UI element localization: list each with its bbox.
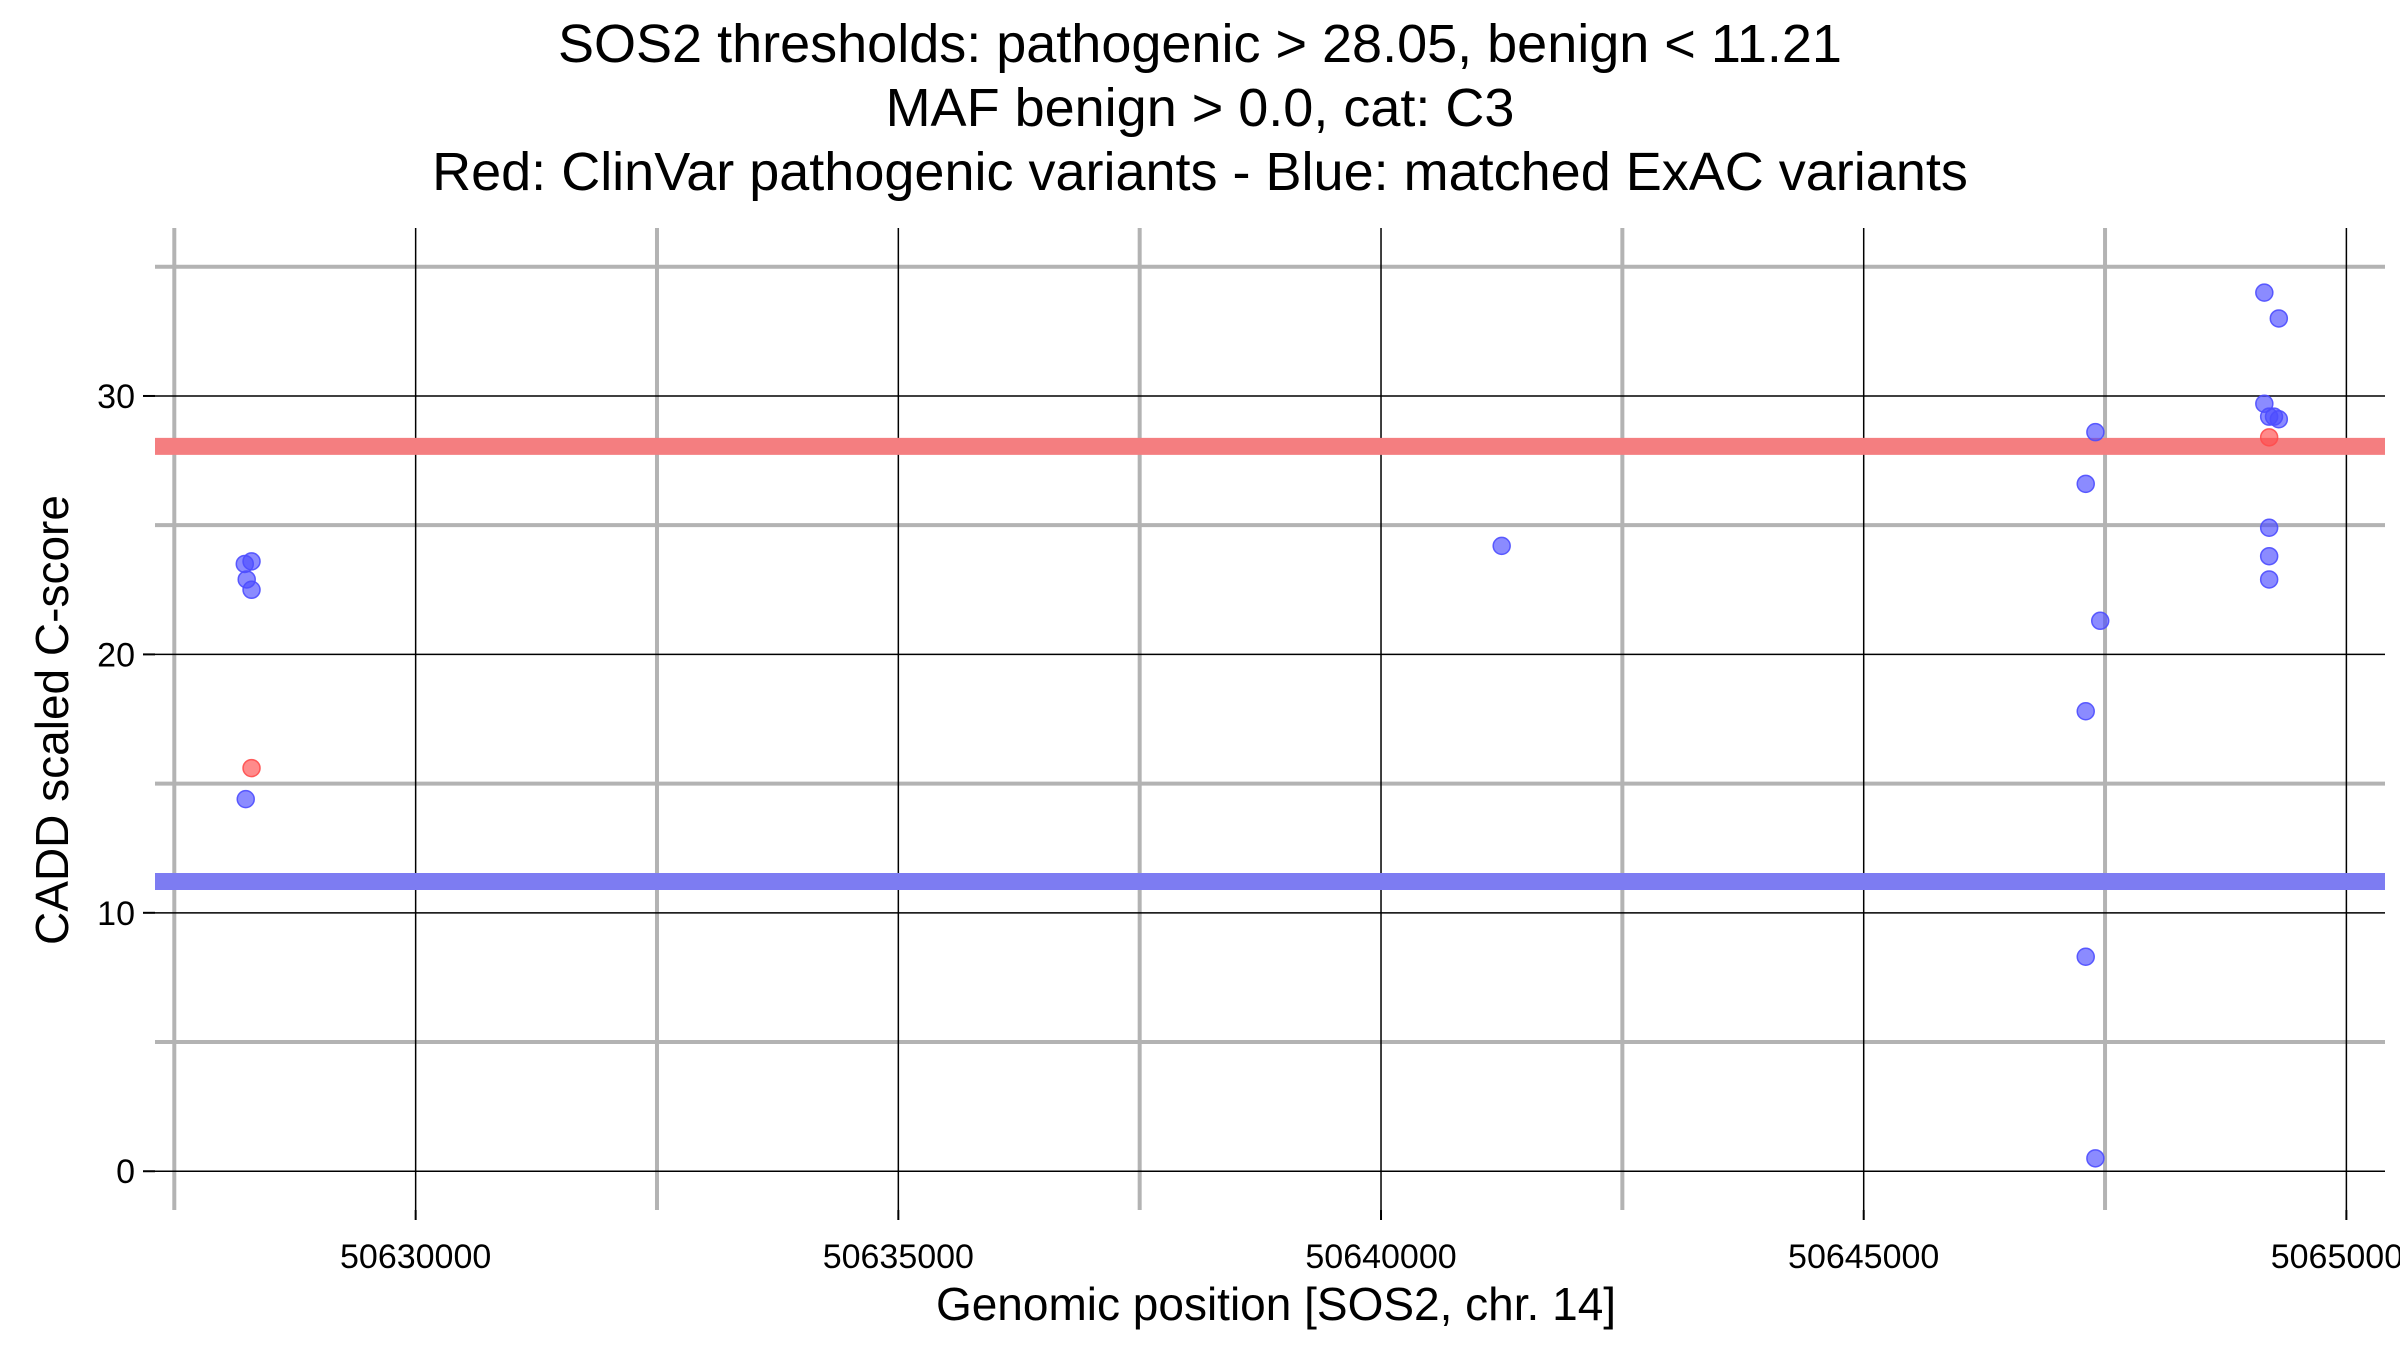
data-point (2086, 1149, 2105, 1168)
data-point (2076, 474, 2095, 494)
x-tick-label: 50630000 (340, 1238, 491, 1276)
data-point (242, 580, 261, 600)
data-point (2259, 518, 2279, 538)
data-point (2269, 409, 2289, 429)
data-point (242, 758, 261, 778)
major-gridlines (155, 228, 2385, 1210)
data-point (2259, 570, 2279, 589)
data-point (236, 789, 255, 809)
x-tick-label: 50635000 (823, 1238, 974, 1276)
data-point (242, 552, 261, 571)
x-tick-label: 50640000 (1305, 1238, 1456, 1276)
y-tick-label: 30 (97, 378, 135, 416)
y-axis-label: CADD scaled C-score (26, 495, 78, 945)
data-point (2259, 546, 2279, 566)
title-line-1: SOS2 thresholds: pathogenic > 28.05, ben… (558, 14, 1842, 74)
data-point (2086, 422, 2105, 442)
data-point (2090, 611, 2110, 631)
y-axis-ticks: 0 10 20 30 (97, 378, 155, 1191)
data-point (2076, 947, 2095, 966)
y-tick-label: 20 (97, 636, 135, 674)
data-point (2255, 283, 2274, 302)
x-tick-label: 50645000 (1788, 1238, 1939, 1276)
y-tick-label: 10 (97, 895, 135, 933)
title-line-2: MAF benign > 0.0, cat: C3 (885, 78, 1515, 138)
data-point (2259, 428, 2279, 447)
minor-gridlines (155, 228, 2385, 1210)
data-point (2076, 701, 2095, 721)
x-axis-label: Genomic position [SOS2, chr. 14] (936, 1278, 1616, 1330)
data-points (235, 283, 2289, 1168)
y-tick-label: 0 (116, 1153, 135, 1191)
threshold-lines (155, 437, 2385, 891)
data-point (2269, 309, 2289, 328)
title-line-3: Red: ClinVar pathogenic variants - Blue:… (432, 142, 1968, 202)
chart-title: SOS2 thresholds: pathogenic > 28.05, ben… (0, 12, 2400, 204)
data-point (1492, 536, 1511, 556)
